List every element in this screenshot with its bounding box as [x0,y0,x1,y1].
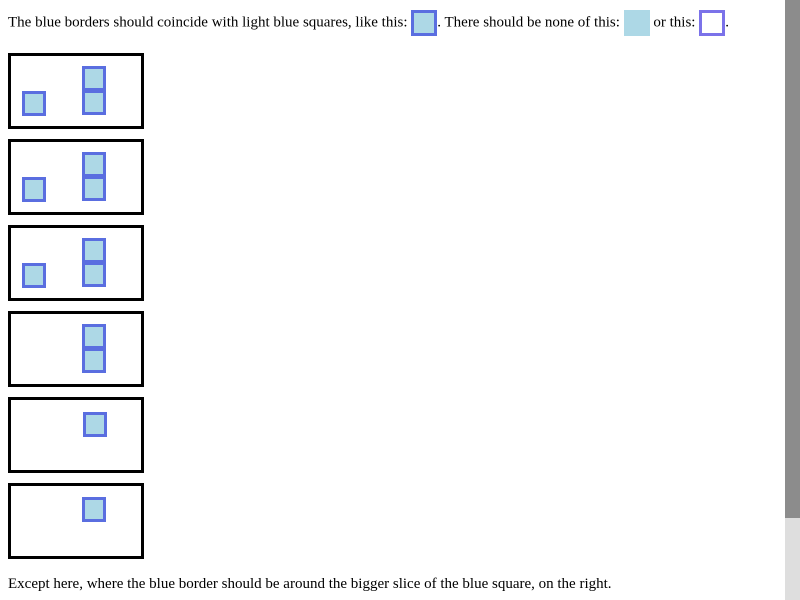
left-square [22,263,46,288]
stacked-square-bottom [82,90,106,115]
test-box-6 [8,483,144,559]
intro-text-4: . [725,14,729,31]
test-box-5 [8,397,144,473]
stacked-square-top [82,238,106,263]
intro-sentence: The blue borders should coincide with li… [8,8,778,36]
stacked-square-bottom [82,348,106,373]
intro-text-3: or this: [653,14,696,31]
single-square [82,497,106,522]
stacked-square-bottom [82,176,106,201]
test-box-3 [8,225,144,301]
single-square [83,412,107,437]
test-box-2 [8,139,144,215]
scrollbar-thumb[interactable] [785,0,800,518]
test-box-4 [8,311,144,387]
bad-example-fill-only-square [623,9,650,36]
left-square [22,177,46,202]
intro-text-1: The blue borders should coincide with li… [8,14,408,31]
left-square [22,91,46,116]
intro-text-2: . There should be none of this: [437,14,620,31]
test-box-1 [8,53,144,129]
bad-example-border-only-square [699,9,726,36]
stacked-square-top [82,152,106,177]
vertical-scrollbar[interactable] [785,0,800,600]
stacked-square-top [82,324,106,349]
good-example-square [411,9,438,36]
stacked-square-bottom [82,262,106,287]
stacked-square-top [82,66,106,91]
footer-note: Except here, where the blue border shoul… [8,576,612,592]
